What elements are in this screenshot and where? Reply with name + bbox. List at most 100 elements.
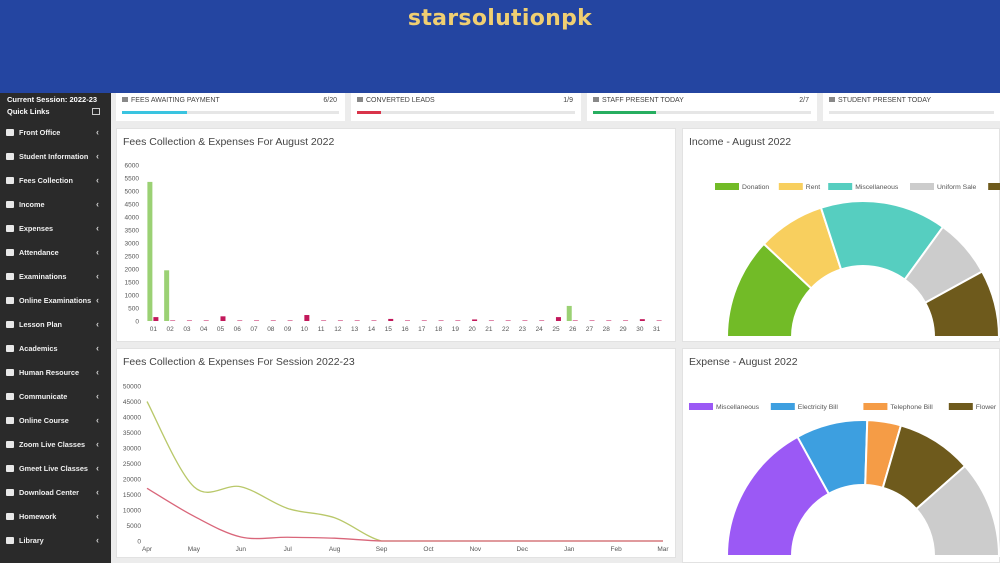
income-panel: Income - August 2022 Donation Rent Miscell… [682, 128, 1000, 342]
bar [203, 320, 209, 321]
legend-swatch [948, 403, 973, 410]
y-tick-label: 45000 [123, 399, 141, 406]
chevron-left-icon: ‹ [96, 415, 99, 425]
stat-card-student-present-today: STUDENT PRESENT TODAY [823, 93, 1000, 121]
sidebar-item-gmeet-live-classes[interactable]: Gmeet Live Classes ‹ [0, 458, 111, 478]
x-tick-label: 05 [217, 326, 225, 333]
fees-session-panel: Fees Collection & Expenses For Session 2… [116, 348, 676, 558]
x-tick-label: Jun [236, 546, 247, 553]
sidebar-item-expenses[interactable]: Expenses ‹ [0, 218, 111, 238]
bar [455, 320, 461, 321]
sidebar-item-lesson-plan[interactable]: Lesson Plan ‹ [0, 314, 111, 334]
chevron-left-icon: ‹ [96, 391, 99, 401]
y-tick-label: 15000 [123, 492, 141, 499]
sidebar-item-human-resource[interactable]: Human Resource ‹ [0, 362, 111, 382]
bar [555, 317, 561, 321]
y-tick-label: 50000 [123, 384, 141, 391]
sidebar-item-examinations[interactable]: Examinations ‹ [0, 266, 111, 286]
sidebar-item-fees-collection[interactable]: Fees Collection ‹ [0, 170, 111, 190]
x-tick-label: Jul [284, 546, 293, 553]
legend-label: Telephone Bill [890, 404, 933, 411]
chevron-left-icon: ‹ [96, 151, 99, 161]
users-icon [6, 152, 14, 160]
y-tick-label: 35000 [123, 430, 141, 437]
gear-icon [6, 128, 14, 136]
sidebar-item-front-office[interactable]: Front Office ‹ [0, 122, 111, 142]
y-tick-label: 0 [135, 319, 139, 326]
sidebar-item-label: Communicate [19, 391, 68, 401]
stat-label: FEES AWAITING PAYMENT [131, 97, 220, 104]
x-tick-label: Aug [329, 546, 341, 553]
x-tick-label: 21 [485, 326, 493, 333]
legend-label: Donation [742, 184, 769, 191]
sidebar-item-income[interactable]: Income ‹ [0, 194, 111, 214]
sidebar-item-library[interactable]: Library ‹ [0, 530, 111, 550]
y-tick-label: 40000 [123, 415, 141, 422]
bar [438, 320, 444, 321]
chevron-left-icon: ‹ [96, 487, 99, 497]
top-banner: starsolutionpk [0, 0, 1000, 93]
sidebar-item-download-center[interactable]: Download Center ‹ [0, 482, 111, 502]
chevron-left-icon: ‹ [96, 343, 99, 353]
y-tick-label: 1000 [125, 293, 140, 300]
sidebar-item-label: Examinations [19, 271, 67, 281]
legend-swatch [828, 183, 853, 190]
sidebar-item-online-examinations[interactable]: Online Examinations ‹ [0, 290, 111, 310]
legend-label: Miscellaneous [716, 404, 760, 411]
map-icon [6, 272, 14, 280]
stat-progress-bar [122, 111, 339, 114]
video-icon [6, 464, 14, 472]
sidebar-item-zoom-live-classes[interactable]: Zoom Live Classes ‹ [0, 434, 111, 454]
sidebar-item-label: Download Center [19, 487, 79, 497]
bar [321, 320, 327, 321]
brand-title: starsolutionpk [407, 6, 593, 31]
sidebar-item-student-information[interactable]: Student Information ‹ [0, 146, 111, 166]
sidebar-item-homework[interactable]: Homework ‹ [0, 506, 111, 526]
y-tick-label: 4500 [125, 202, 140, 209]
sidebar-item-online-course[interactable]: Online Course ‹ [0, 410, 111, 430]
y-tick-label: 20000 [123, 477, 141, 484]
panel-title: Income - August 2022 [689, 136, 792, 148]
y-tick-label: 5500 [125, 176, 140, 183]
stat-progress-fill [593, 111, 657, 114]
quick-links[interactable]: Quick Links [0, 105, 111, 119]
sidebar-item-academics[interactable]: Academics ‹ [0, 338, 111, 358]
sidebar-item-label: Lesson Plan [19, 319, 62, 329]
sidebar-item-attendance[interactable]: Attendance ‹ [0, 242, 111, 262]
y-tick-label: 5000 [127, 523, 142, 530]
bullhorn-icon [6, 392, 14, 400]
y-tick-label: 0 [137, 539, 141, 546]
stat-card-staff-present-today: STAFF PRESENT TODAY 2/7 [587, 93, 817, 121]
sidebar-item-communicate[interactable]: Communicate ‹ [0, 386, 111, 406]
x-tick-label: 22 [502, 326, 510, 333]
chevron-left-icon: ‹ [96, 127, 99, 137]
bar [388, 318, 394, 321]
sidebar-item-label: Attendance [19, 247, 59, 257]
sidebar-item-label: Online Course [19, 415, 69, 425]
bar [254, 320, 260, 321]
x-tick-label: 11 [318, 326, 325, 333]
quick-links-label: Quick Links [7, 107, 50, 116]
x-tick-label: 10 [301, 326, 309, 333]
x-tick-label: 06 [234, 326, 242, 333]
x-tick-label: 25 [552, 326, 560, 333]
chevron-left-icon: ‹ [96, 439, 99, 449]
x-tick-label: Sep [376, 546, 388, 553]
stat-label: STAFF PRESENT TODAY [602, 97, 684, 104]
x-tick-label: 15 [385, 326, 393, 333]
legend-swatch [863, 403, 888, 410]
bar [589, 320, 595, 321]
grid-icon[interactable] [92, 108, 100, 115]
x-tick-label: 28 [603, 326, 611, 333]
bar [371, 320, 377, 321]
x-tick-label: May [188, 546, 201, 553]
bar [656, 320, 662, 321]
stat-card-fees-awaiting-payment: FEES AWAITING PAYMENT 6/20 [116, 93, 345, 121]
dollar-icon [6, 200, 14, 208]
chevron-left-icon: ‹ [96, 295, 99, 305]
chevron-left-icon: ‹ [96, 247, 99, 257]
legend-swatch [770, 403, 795, 410]
x-tick-label: Dec [516, 546, 528, 553]
y-tick-label: 2500 [125, 254, 140, 261]
y-tick-label: 10000 [123, 508, 141, 515]
